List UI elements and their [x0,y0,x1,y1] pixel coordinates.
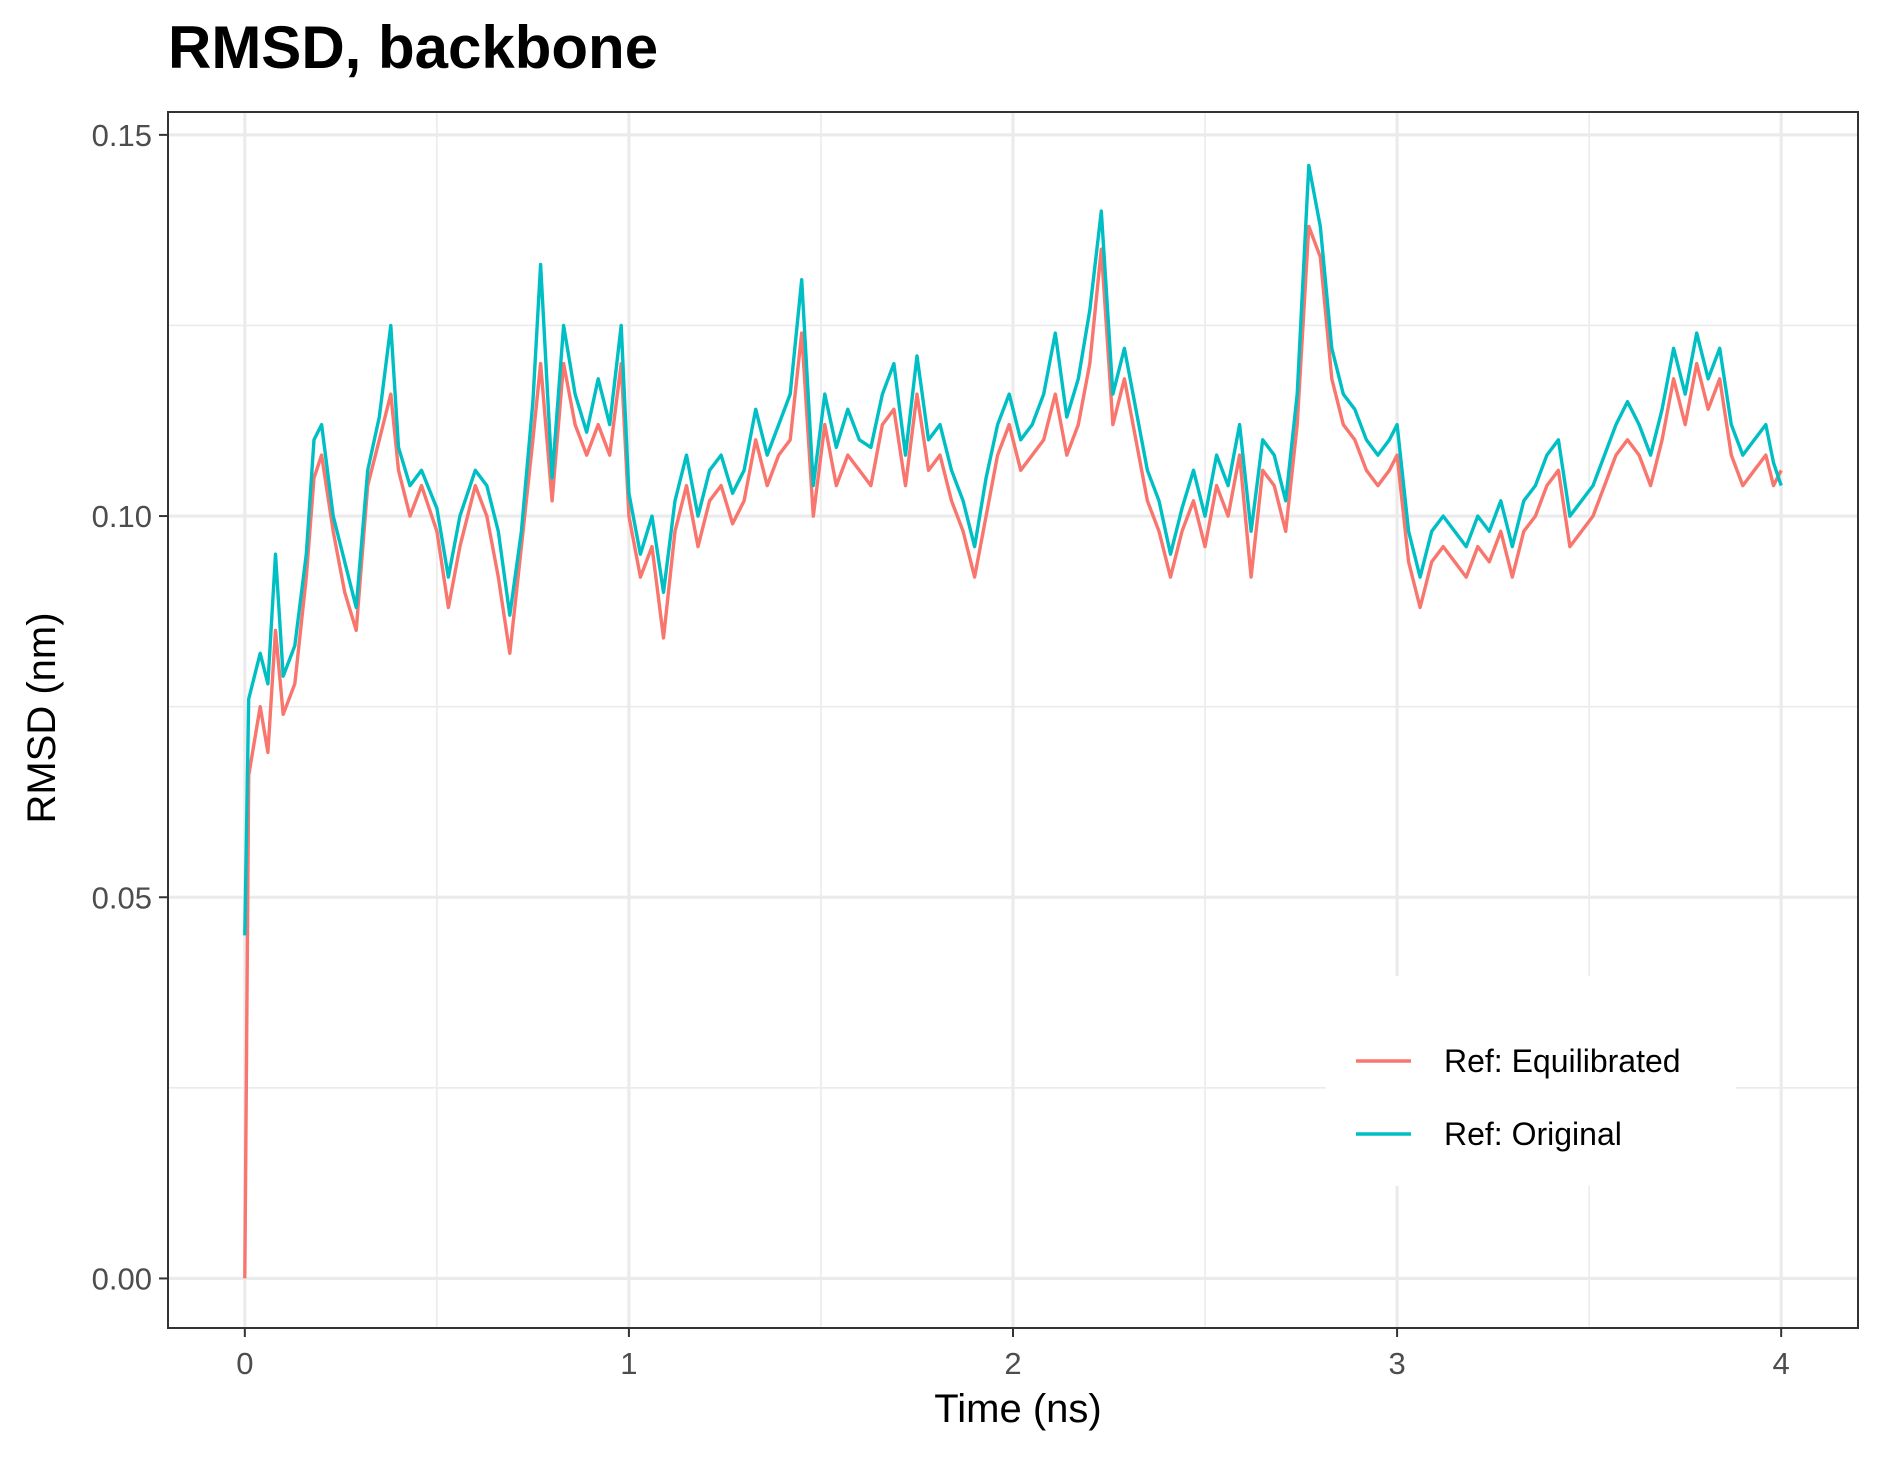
x-tick-label: 2 [1004,1346,1021,1381]
chart-title: RMSD, backbone [168,14,658,81]
x-tick-label: 1 [620,1346,637,1381]
x-tick-label: 3 [1388,1346,1405,1381]
legend-background [1326,976,1736,1186]
y-tick-label: 0.05 [92,880,152,915]
y-tick-label: 0.15 [92,118,152,153]
y-axis-title: RMSD (nm) [20,612,64,823]
legend-label-2: Ref: Original [1444,1116,1622,1152]
series-line-1 [243,224,1783,1279]
series-line-2 [243,163,1783,936]
x-tick-label: 4 [1773,1346,1790,1381]
x-axis-title: Time (ns) [934,1387,1101,1431]
grid-layer [168,112,1858,1328]
y-tick-label: 0.10 [92,499,152,534]
series-layer [243,163,1783,1279]
y-tick-label: 0.00 [92,1261,152,1296]
axis-layer: 0 1 2 3 4 0.00 0.05 0.10 0.15 [92,118,1790,1381]
x-tick-label: 0 [236,1346,253,1381]
legend-label-1: Ref: Equilibrated [1444,1043,1681,1079]
legend: Ref: Equilibrated Ref: Original [1326,976,1736,1186]
